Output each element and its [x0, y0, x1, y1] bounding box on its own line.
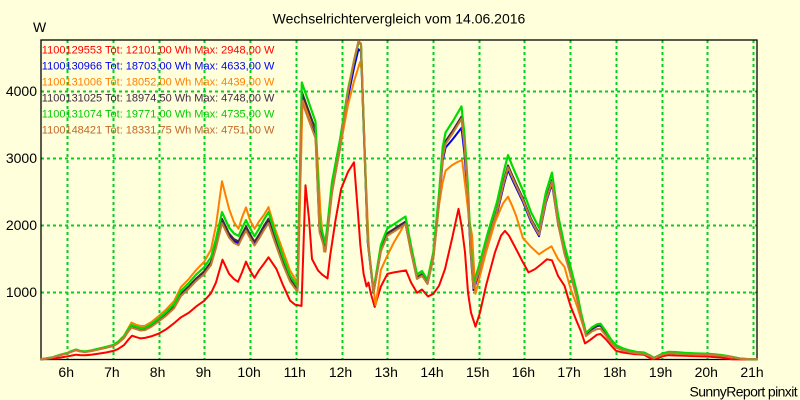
svg-text:Wechselrichtervergleich vom 14: Wechselrichtervergleich vom 14.06.2016 — [273, 11, 526, 27]
svg-text:8h: 8h — [150, 364, 166, 380]
svg-text:14h: 14h — [420, 364, 443, 380]
svg-text:9h: 9h — [196, 364, 212, 380]
svg-text:10h: 10h — [237, 364, 260, 380]
svg-text:1100131025 Tot: 18974,50 Wh Ma: 1100131025 Tot: 18974,50 Wh Max: 4748,00… — [42, 93, 275, 105]
svg-text:1100148421 Tot: 18331,75 Wh Ma: 1100148421 Tot: 18331,75 Wh Max: 4751,00… — [42, 125, 275, 137]
svg-text:16h: 16h — [512, 364, 535, 380]
svg-text:21h: 21h — [740, 364, 763, 380]
svg-text:19h: 19h — [649, 364, 672, 380]
svg-text:SunnyReport pinxit: SunnyReport pinxit — [690, 384, 798, 400]
svg-text:4000: 4000 — [6, 83, 37, 99]
svg-text:15h: 15h — [466, 364, 489, 380]
svg-text:1100130966 Tot: 18703,00 Wh Ma: 1100130966 Tot: 18703,00 Wh Max: 4633,00… — [42, 61, 275, 73]
svg-text:1100131074 Tot: 19771,00 Wh Ma: 1100131074 Tot: 19771,00 Wh Max: 4735,00… — [42, 109, 275, 121]
svg-text:1100129553 Tot: 12101,00 Wh Ma: 1100129553 Tot: 12101,00 Wh Max: 2948,00… — [42, 45, 275, 57]
svg-text:W: W — [33, 19, 47, 35]
svg-text:7h: 7h — [104, 364, 120, 380]
svg-text:1000: 1000 — [6, 284, 37, 300]
svg-text:1100131006 Tot: 18052,00 Wh Ma: 1100131006 Tot: 18052,00 Wh Max: 4439,00… — [42, 77, 275, 89]
svg-text:13h: 13h — [375, 364, 398, 380]
svg-text:3000: 3000 — [6, 150, 37, 166]
svg-text:12h: 12h — [329, 364, 352, 380]
svg-text:17h: 17h — [557, 364, 580, 380]
svg-text:20h: 20h — [695, 364, 718, 380]
svg-text:2000: 2000 — [6, 217, 37, 233]
svg-text:6h: 6h — [58, 364, 74, 380]
svg-text:18h: 18h — [603, 364, 626, 380]
svg-text:11h: 11h — [284, 364, 306, 380]
